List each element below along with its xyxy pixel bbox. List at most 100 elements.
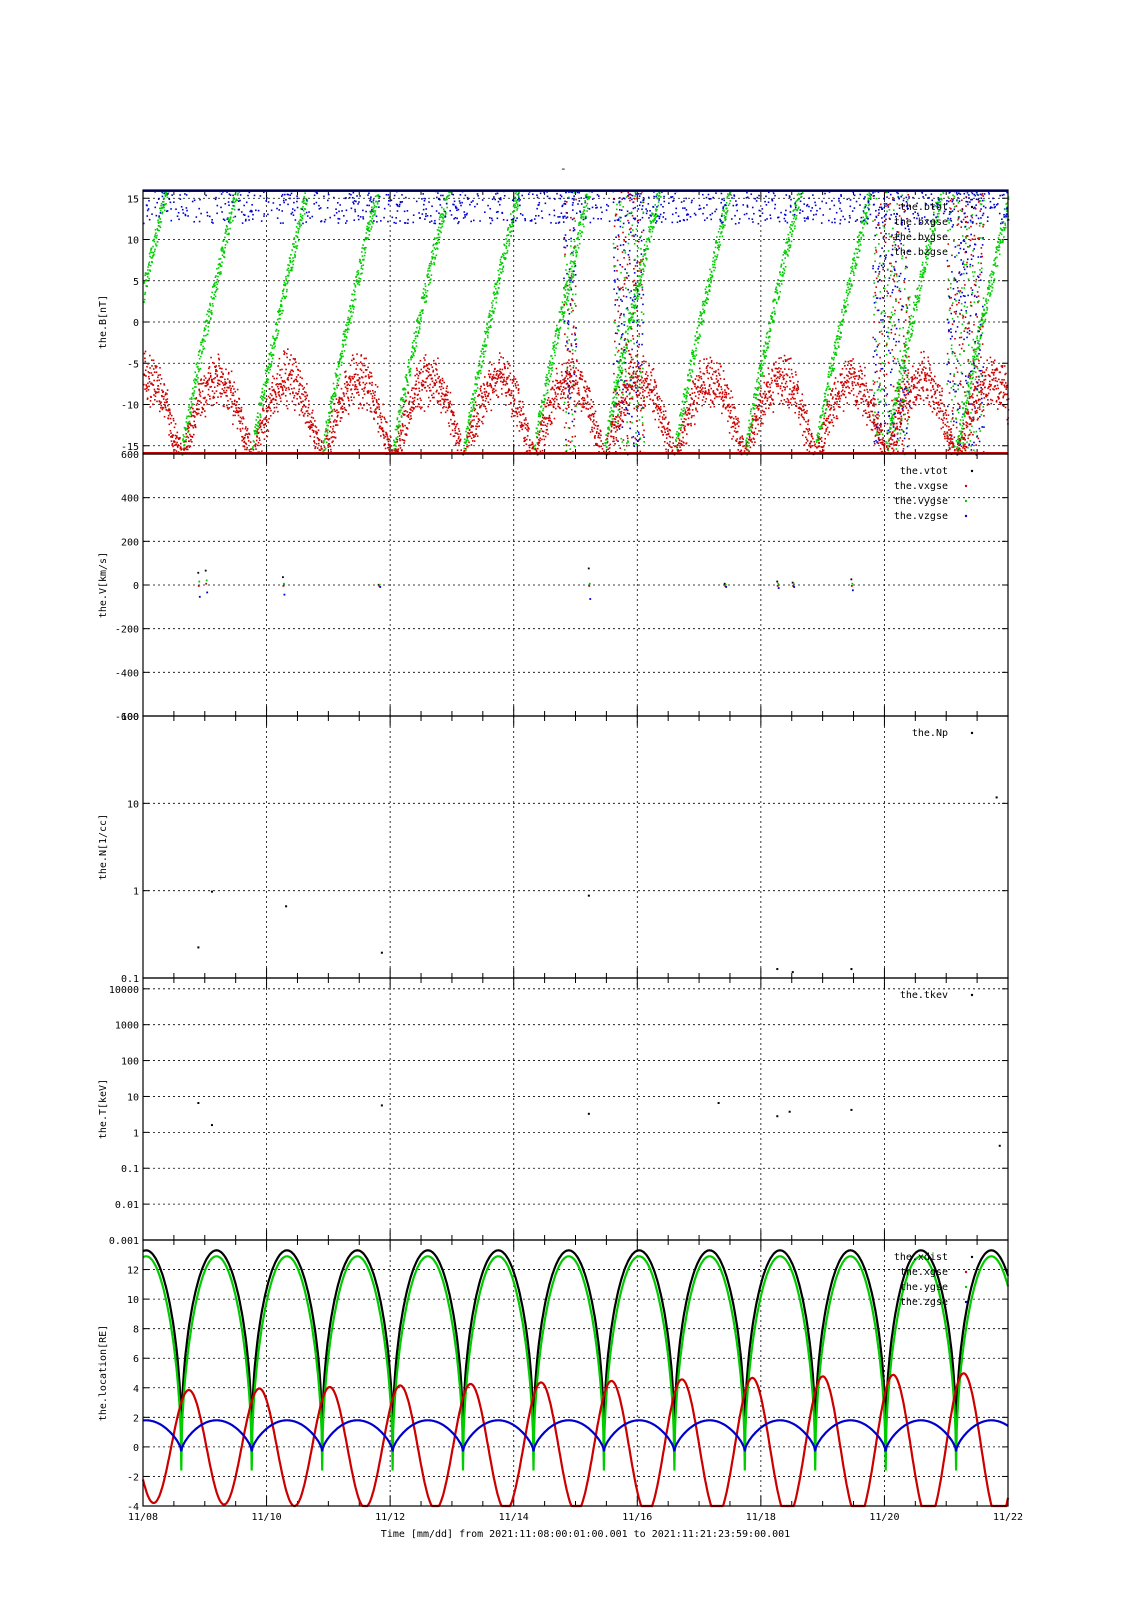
data-point [631,306,633,309]
data-point [329,405,332,408]
data-point [626,272,629,274]
data-point [631,316,634,319]
data-point [573,370,576,372]
data-point [419,323,421,325]
data-point [372,208,375,210]
data-point [403,442,405,444]
data-point [164,404,166,406]
data-point [257,441,260,444]
data-point [351,293,354,296]
data-point [314,425,317,427]
data-point [264,422,267,425]
data-point [509,378,512,381]
data-point [170,432,172,434]
data-point [494,293,497,295]
data-point [161,211,164,213]
data-point [345,375,347,377]
data-point [280,376,283,379]
data-point [539,420,542,423]
data-point [445,393,447,396]
data-point [506,376,508,379]
data-point [280,383,282,385]
data-point [235,404,238,406]
data-point [492,376,494,379]
data-point [561,205,564,208]
data-point [573,199,575,201]
data-point [269,401,272,404]
data-point [511,199,514,202]
data-point [617,420,620,422]
data-point [566,292,568,294]
data-point [623,324,626,326]
data-point [575,305,577,307]
data-point [619,220,622,223]
data-point [552,347,554,350]
data-point [437,357,439,360]
data-point [148,372,151,374]
data-point [265,382,268,385]
data-point [458,440,461,443]
data-point [619,200,622,203]
data-point [511,223,514,226]
data-point [474,401,477,403]
data-point [347,413,350,415]
data-point [354,290,356,293]
data-point [573,192,576,194]
data-point [413,340,415,342]
data-point [336,415,339,418]
data-point [440,226,442,229]
data-point [212,285,215,288]
data-point [359,384,361,386]
data-point [335,208,337,210]
data-point [546,422,549,425]
data-point [597,436,599,439]
data-point [361,407,364,409]
data-point [144,357,146,360]
data-point [564,300,566,303]
data-point [623,408,626,411]
data-point [548,213,551,216]
data-point [458,442,460,445]
data-point [345,392,348,395]
data-point [425,390,428,392]
data-point [491,219,494,222]
data-point [485,344,488,346]
data-point [495,394,498,396]
data-point [273,347,275,349]
data-point [633,306,635,309]
data-point [363,393,366,395]
data-point [376,201,379,203]
data-point [470,406,473,409]
data-point [544,405,547,408]
data-point [626,402,628,405]
data-point [310,416,313,419]
data-point [552,398,555,401]
data-point [315,426,318,429]
data-point [557,216,559,218]
data-point [571,358,574,361]
data-point [198,357,201,360]
data-point [265,416,267,418]
data-point [208,379,210,381]
data-point [620,373,623,375]
data-point [624,357,626,360]
data-point [213,378,215,380]
data-point [562,215,564,218]
data-point [422,309,424,311]
data-point [420,320,423,323]
data-point [627,340,630,343]
data-point [371,397,374,400]
data-point [428,262,431,265]
data-point [573,274,575,277]
data-point [242,213,245,216]
data-point [189,422,191,425]
data-point [406,210,409,212]
data-point [606,437,609,440]
data-point [313,203,316,205]
data-point [546,376,548,379]
data-point [607,427,609,429]
data-point [490,302,493,304]
data-point [621,251,624,253]
data-point [567,396,569,398]
data-point [303,202,305,204]
